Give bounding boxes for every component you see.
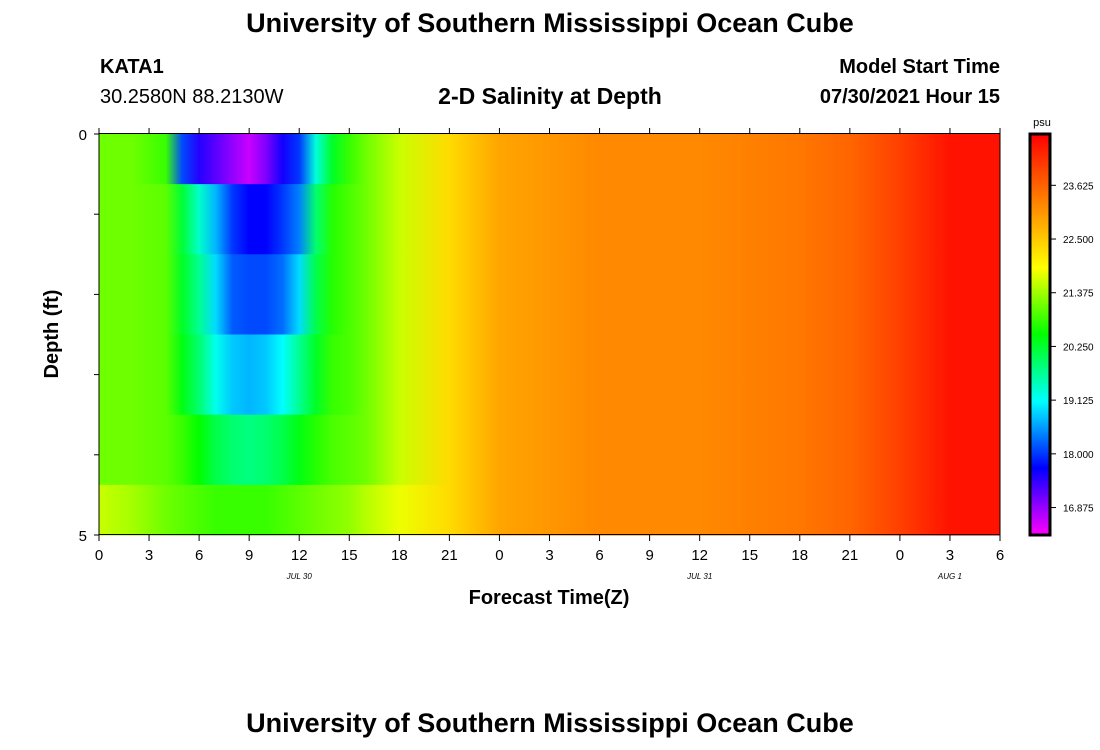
heatmap-row [99,484,1000,536]
colorbar: psu 23.625 22.500 21.375 20.250 19.125 18.000… [1028,117,1094,537]
model-start-value: 07/30/2021 Hour 15 [819,86,1000,108]
colorbar-bar [1028,132,1052,537]
y-tick-label: 5 [79,528,87,545]
x-tick-label: 3 [545,547,553,564]
x-tick-label: 9 [645,547,653,564]
x-tick-label: 6 [996,547,1004,564]
x-tick-label: 15 [741,547,758,564]
x-tick-label: 21 [441,547,458,564]
station-coordinates: 30.2580N 88.2130W [100,86,284,108]
colorbar-tick-label: 16.875 [1063,504,1094,515]
y-axis: 05 [79,127,99,545]
x-tick-label: 21 [841,547,858,564]
colorbar-tick-label: 22.500 [1063,235,1094,246]
x-axis-label: Forecast Time(Z) [469,587,630,609]
x-tick-label: 0 [495,547,503,564]
plot-title: 2-D Salinity at Depth [438,83,662,109]
colorbar-tick-label: 21.375 [1063,289,1094,300]
colorbar-unit: psu [1033,117,1051,129]
x-tick-label: 12 [691,547,708,564]
heatmap-row [99,254,1000,336]
x-axis: 0 3 6 9 12 15 18 21 0 3 6 9 12 15 18 21 0 3 6 JUL 30 JUL 31 A… [95,128,1004,581]
heatmap-row [99,134,1000,185]
x-date-label: AUG 1 [937,572,962,581]
heatmap-row [99,414,1000,486]
x-tick-label: 12 [291,547,308,564]
colorbar-tick-label: 19.125 [1063,396,1094,407]
page-title: University of Southern Mississippi Ocean… [246,8,854,38]
x-date-label: JUL 30 [286,572,313,581]
x-tick-label: 3 [946,547,954,564]
x-date-label: JUL 31 [686,572,712,581]
heatmap-row [99,334,1000,416]
colorbar-tick-label: 18.000 [1063,450,1094,461]
station-id: KATA1 [100,56,164,78]
model-start-label: Model Start Time [839,56,1000,78]
heatmap-rows [99,134,1000,536]
x-tick-label: 3 [145,547,153,564]
y-tick-label: 0 [79,127,87,144]
x-tick-label: 18 [791,547,808,564]
x-tick-label: 6 [595,547,603,564]
colorbar-tick-label: 23.625 [1063,181,1094,192]
footer-title: University of Southern Mississippi Ocean… [246,708,854,738]
x-tick-label: 9 [245,547,253,564]
y-axis-label: Depth (ft) [41,290,63,379]
x-tick-label: 0 [95,547,103,564]
x-tick-label: 15 [341,547,358,564]
heatmap-row [99,184,1000,255]
x-tick-label: 6 [195,547,203,564]
colorbar-tick-label: 20.250 [1063,342,1094,353]
x-tick-label: 0 [896,547,904,564]
x-tick-label: 18 [391,547,408,564]
